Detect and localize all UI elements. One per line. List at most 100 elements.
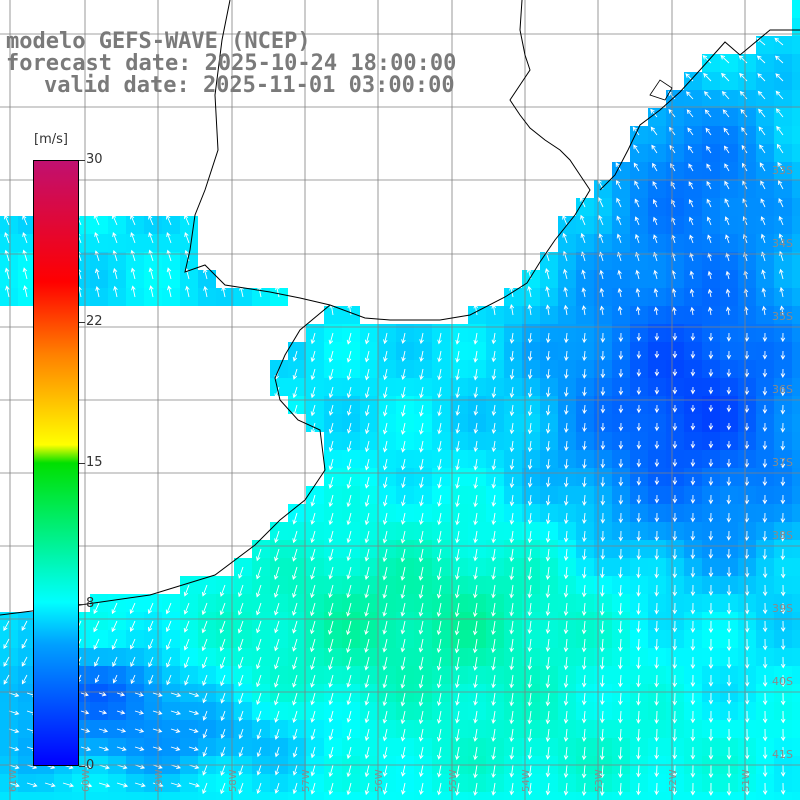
wind-arrow [726, 638, 732, 652]
wind-arrow [706, 145, 712, 154]
wind-arrow [509, 710, 514, 725]
wind-arrow [544, 267, 550, 280]
wind-arrow [134, 764, 146, 770]
wind-arrow [706, 198, 712, 208]
wind-arrow [364, 764, 370, 778]
wind-arrow [80, 782, 93, 788]
wind-arrow [581, 638, 587, 653]
wind-arrow [328, 710, 334, 723]
latitude-labels: 33S 34S 35S 36S 37S 38S 39S 40S 41S [772, 164, 793, 761]
wind-arrow [723, 127, 730, 136]
wind-arrow [238, 566, 244, 579]
wind-cell [792, 36, 800, 54]
wind-arrow [8, 782, 20, 788]
wind-arrow [726, 674, 732, 687]
wind-arrow [634, 233, 640, 244]
wind-arrow [400, 422, 406, 435]
wind-arrow [401, 350, 406, 362]
wind-arrow [455, 548, 460, 562]
wind-arrow [292, 710, 298, 723]
lat-label: 39S [772, 602, 793, 615]
wind-arrow [599, 269, 604, 280]
wind-arrow [237, 584, 244, 598]
wind-arrow [708, 458, 714, 468]
wind-arrow [762, 692, 768, 706]
wind-arrow [726, 620, 732, 634]
wind-cell [792, 288, 800, 306]
wind-arrow [527, 304, 533, 316]
wind-arrow [473, 422, 479, 434]
wind-arrow [636, 728, 641, 742]
wind-arrow [654, 692, 659, 706]
wind-arrow [454, 602, 460, 618]
wind-arrow [166, 232, 172, 244]
wind-arrow [688, 163, 694, 172]
wind-arrow [762, 638, 768, 651]
wind-arrow [636, 620, 641, 633]
wind-arrow [654, 440, 660, 450]
colorbar-tick-mark [79, 321, 85, 323]
wind-arrow [382, 710, 388, 724]
wind-arrow [292, 728, 298, 741]
wind-arrow [527, 440, 533, 453]
wind-arrow [274, 602, 280, 616]
wind-arrow [761, 287, 767, 298]
wind-arrow [509, 440, 515, 453]
wind-arrow [328, 494, 334, 508]
wind-arrow [129, 638, 136, 650]
wind-arrow [509, 746, 515, 760]
wind-cell [792, 612, 800, 630]
wind-cell [198, 792, 216, 800]
wind-cell [792, 324, 800, 342]
wind-arrow [672, 440, 678, 449]
wind-arrow [545, 530, 551, 543]
wind-arrow [310, 350, 316, 363]
wind-arrow [382, 512, 388, 526]
wind-arrow [491, 494, 497, 507]
wind-arrow [597, 196, 604, 208]
wind-arrow [778, 198, 784, 208]
wind-arrow [708, 674, 714, 687]
wind-arrow [672, 728, 678, 742]
wind-arrow [328, 422, 334, 434]
wind-arrow [509, 494, 515, 507]
colorbar-unit: [m/s] [34, 132, 68, 147]
wind-arrow [310, 728, 316, 741]
wind-arrow [473, 476, 478, 490]
wind-arrow [672, 656, 678, 670]
wind-arrow [600, 512, 606, 524]
wind-arrow [654, 476, 660, 486]
wind-arrow [473, 728, 478, 742]
wind-arrow [220, 710, 226, 722]
wind-arrow [473, 746, 478, 761]
wind-arrow [401, 494, 406, 507]
wind-arrow [346, 764, 352, 778]
wind-arrow [563, 584, 569, 598]
wind-arrow [473, 710, 478, 724]
wind-arrow [509, 764, 515, 778]
wind-arrow [364, 674, 370, 689]
wind-arrow [688, 198, 694, 208]
wind-arrow [364, 620, 370, 636]
wind-arrow [672, 746, 678, 760]
wind-arrow [382, 422, 388, 435]
wind-arrow [274, 638, 280, 652]
wind-arrow [617, 269, 622, 280]
wind-arrow [634, 180, 640, 190]
wind-arrow [183, 638, 190, 651]
wind-arrow [509, 584, 514, 599]
wind-arrow [708, 386, 714, 395]
wind-arrow [509, 728, 514, 743]
wind-arrow [690, 512, 696, 523]
wind-arrow [491, 404, 497, 417]
wind-arrow [237, 620, 244, 634]
colorbar-tick-label: 15 [86, 455, 103, 470]
wind-arrow [618, 458, 624, 469]
wind-cell [90, 792, 108, 800]
wind-arrow [491, 584, 496, 599]
wind-arrow [618, 332, 624, 343]
wind-arrow [436, 638, 442, 654]
wind-arrow [636, 548, 642, 561]
wind-arrow [292, 782, 298, 795]
wind-arrow [418, 620, 424, 635]
